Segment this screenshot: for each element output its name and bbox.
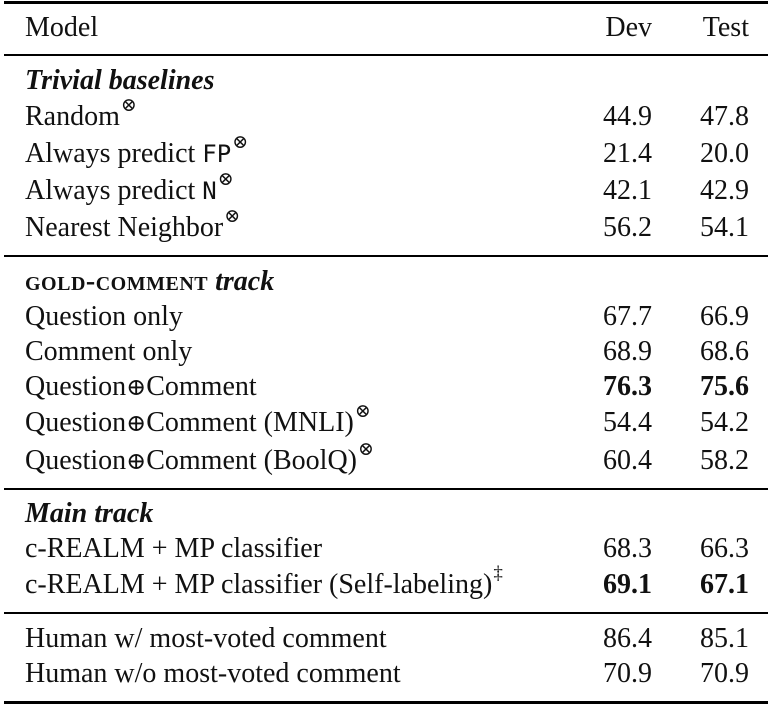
section-rule-2 — [4, 488, 768, 490]
table-row: Random⊗ 44.9 47.8 — [25, 94, 749, 132]
table-row: Nearest Neighbor⊗ 56.2 54.1 — [25, 205, 749, 243]
table-row: Always predict FP⊗ 21.4 20.0 — [25, 131, 749, 169]
table-row: Human w/ most-voted comment 86.4 85.1 — [25, 623, 749, 654]
table-row: Human w/o most-voted comment 70.9 70.9 — [25, 658, 749, 689]
bottom-rule — [4, 701, 768, 704]
header-model: Model — [25, 12, 99, 43]
table-row: Question⊕Comment 76.3 75.6 — [25, 371, 749, 402]
table-row: c-REALM + MP classifier 68.3 66.3 — [25, 533, 749, 564]
section-title-main-track: Main track — [25, 498, 154, 529]
table-row: Question⊕Comment (MNLI)⊗ 54.4 54.2 — [25, 400, 749, 438]
top-rule — [4, 1, 768, 4]
header-rule — [4, 54, 768, 56]
table-row: Comment only 68.9 68.6 — [25, 336, 749, 367]
header-row: Model Dev Test — [0, 11, 772, 45]
table-row: Always predict N⊗ 42.1 42.9 — [25, 168, 749, 206]
section-rule-3 — [4, 612, 768, 614]
header-test: Test — [702, 12, 749, 43]
section-title-trivial: Trivial baselines — [25, 65, 215, 96]
table-row: Question⊕Comment (BoolQ)⊗ 60.4 58.2 — [25, 438, 749, 476]
table-row: c-REALM + MP classifier (Self-labeling)‡… — [25, 562, 749, 600]
header-dev: Dev — [605, 12, 652, 43]
table-row: Question only 67.7 66.9 — [25, 301, 749, 332]
section-rule-1 — [4, 255, 768, 257]
section-title-gold-comment: gold-comment track — [25, 266, 275, 297]
